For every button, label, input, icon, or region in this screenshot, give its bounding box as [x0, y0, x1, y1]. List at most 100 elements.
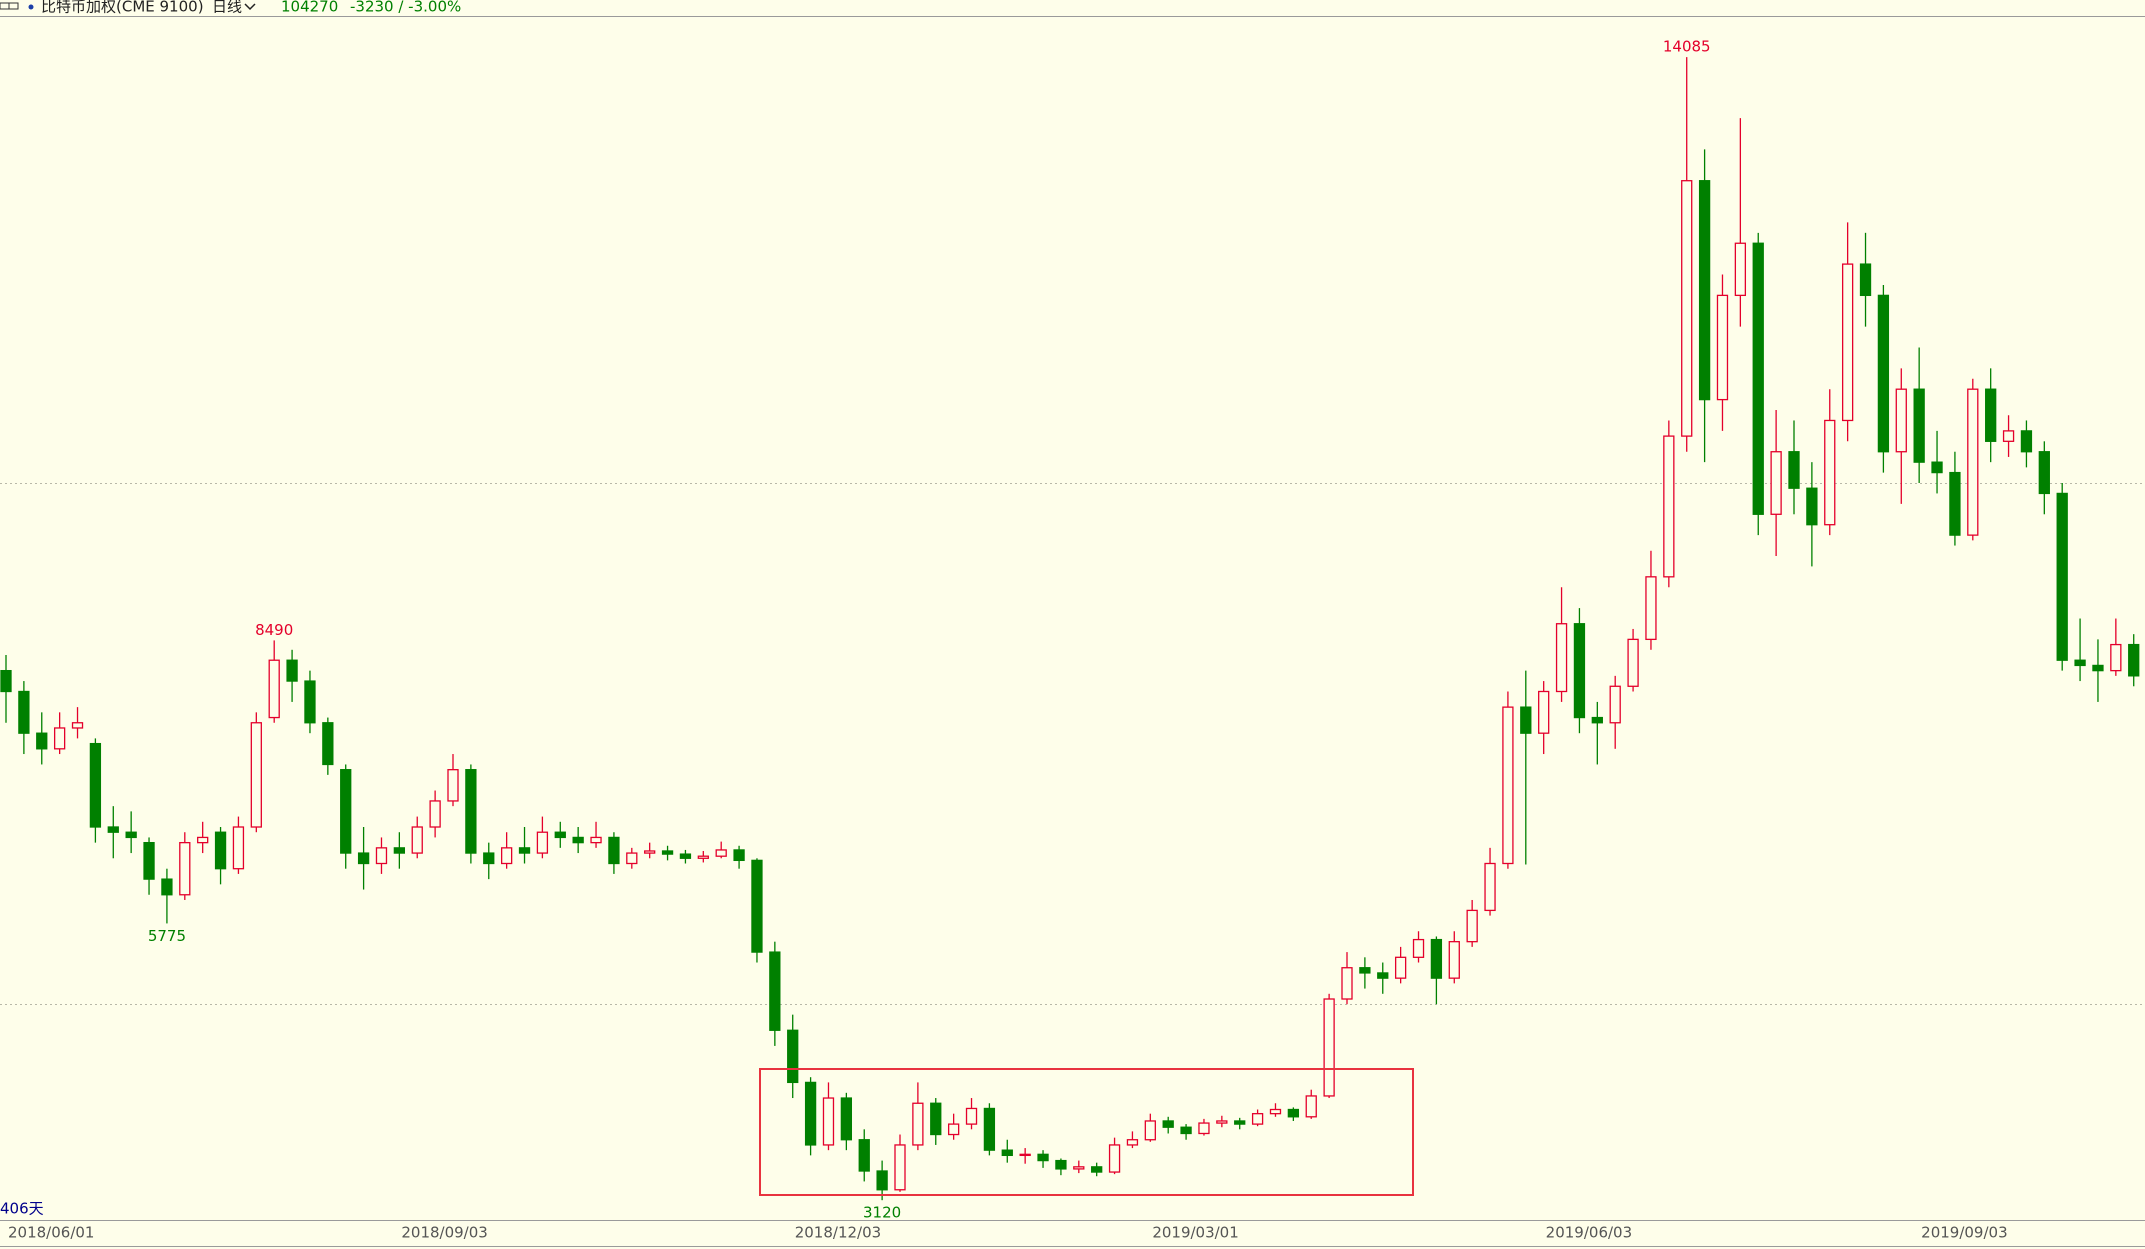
candle-body — [2038, 451, 2050, 495]
candle-body — [894, 1144, 906, 1191]
candle-body — [1180, 1126, 1192, 1135]
days-label: 406天 — [0, 1200, 44, 1218]
candle-body — [983, 1107, 996, 1151]
candle-body — [536, 831, 549, 854]
candle-body — [71, 722, 84, 729]
candle-body — [1448, 941, 1460, 979]
candle-body — [912, 1102, 924, 1146]
candle-body — [483, 852, 495, 865]
candle-body — [1055, 1159, 1067, 1170]
candle-body — [1198, 1122, 1210, 1135]
candle-body — [2020, 430, 2033, 453]
candle-body — [661, 850, 674, 855]
candle-body — [36, 732, 48, 750]
candle-body — [340, 769, 352, 854]
candle-body — [626, 852, 638, 865]
candle-body — [1591, 716, 1603, 724]
candle-body — [1752, 242, 1764, 515]
candle-body — [1341, 967, 1353, 1000]
highlight-box — [759, 1068, 1414, 1196]
candle-body — [1162, 1120, 1174, 1128]
candle-body — [787, 1029, 799, 1084]
x-tick-label: 2019/03/01 — [1152, 1224, 1238, 1242]
candle-body — [858, 1139, 870, 1172]
candle-body — [179, 841, 191, 896]
candle-body — [2110, 643, 2122, 672]
candle-body — [250, 722, 262, 828]
extreme-label: 14085 — [1663, 38, 1711, 56]
candle-body — [1985, 388, 1997, 442]
candle-body — [1681, 180, 1693, 437]
candle-body — [143, 841, 155, 880]
candle-body — [1520, 706, 1532, 734]
candle-body — [232, 826, 245, 870]
x-tick-label: 2018/06/01 — [8, 1224, 94, 1242]
candle-body — [357, 852, 370, 865]
x-tick-label: 2019/09/03 — [1921, 1224, 2007, 1242]
candle-body — [1251, 1113, 1264, 1125]
period-chevron[interactable] — [244, 3, 256, 11]
candle-body — [876, 1170, 888, 1191]
candle-body — [375, 847, 388, 865]
candle-body — [107, 826, 119, 833]
candle-body — [2002, 430, 2015, 442]
candle-body — [1430, 938, 1443, 979]
period[interactable]: 日线 — [212, 0, 242, 16]
candle-body — [465, 769, 477, 854]
candle-body — [1609, 685, 1621, 724]
candle-body — [2128, 643, 2140, 677]
candle-body — [1931, 461, 1943, 474]
candle-body — [930, 1102, 942, 1136]
candle-body — [1859, 263, 1872, 297]
candle-body — [1216, 1120, 1228, 1124]
candle-body — [1967, 388, 1979, 536]
candle-body — [1573, 623, 1586, 719]
candle-body — [411, 826, 423, 854]
candle-body — [1788, 451, 1800, 489]
symbol-name[interactable]: 比特币加权(CME 9100) — [41, 0, 204, 16]
candle-body — [1269, 1108, 1282, 1115]
extreme-label: 5775 — [148, 927, 186, 945]
candle-body — [1359, 967, 1371, 974]
candle-body — [1073, 1166, 1085, 1170]
x-tick-label: 2018/09/03 — [401, 1224, 487, 1242]
candle-body — [751, 859, 763, 953]
candle-body — [1037, 1153, 1049, 1162]
x-tick-label: 2019/06/03 — [1546, 1224, 1632, 1242]
candle-body — [1484, 862, 1496, 912]
window-icon[interactable] — [8, 2, 19, 10]
candle-body — [1555, 623, 1568, 693]
candle-body — [1538, 690, 1550, 734]
candle-body — [322, 722, 334, 766]
candle-body — [554, 831, 566, 839]
candle-body — [965, 1107, 978, 1125]
candle-body — [679, 853, 692, 859]
candle-body — [1806, 487, 1818, 526]
candle-body — [715, 849, 727, 857]
candle-body — [590, 836, 602, 844]
candle-body — [1770, 451, 1782, 515]
candle-body — [572, 836, 584, 844]
candle-body — [1287, 1108, 1300, 1118]
candle-body — [1645, 576, 1657, 641]
candle-body — [1716, 294, 1729, 401]
candle-body — [1323, 998, 1335, 1097]
candle-body — [161, 878, 173, 896]
candle-body — [429, 800, 441, 828]
candle-body — [500, 847, 513, 865]
price-change: -3230 / -3.00% — [350, 0, 461, 16]
candle-body — [214, 831, 227, 870]
candle-body — [393, 847, 406, 854]
candle-body — [1824, 419, 1836, 526]
candle-body — [1627, 638, 1639, 687]
extreme-label: 8490 — [255, 621, 293, 639]
candle-body — [769, 951, 781, 1031]
candle-body — [697, 855, 709, 859]
candle-body — [1502, 706, 1514, 865]
candle-body — [840, 1097, 853, 1141]
symbol-dot — [28, 4, 34, 10]
candle-body — [1144, 1120, 1156, 1141]
candle-body — [1734, 242, 1747, 297]
candle-body — [1234, 1120, 1246, 1125]
